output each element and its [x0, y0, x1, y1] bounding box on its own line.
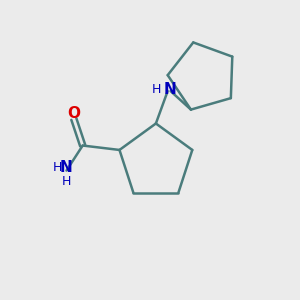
Text: N: N — [60, 160, 73, 175]
Text: H: H — [152, 83, 161, 96]
Text: N: N — [164, 82, 176, 97]
Text: H: H — [52, 161, 62, 174]
Text: O: O — [67, 106, 80, 121]
Text: H: H — [62, 175, 71, 188]
